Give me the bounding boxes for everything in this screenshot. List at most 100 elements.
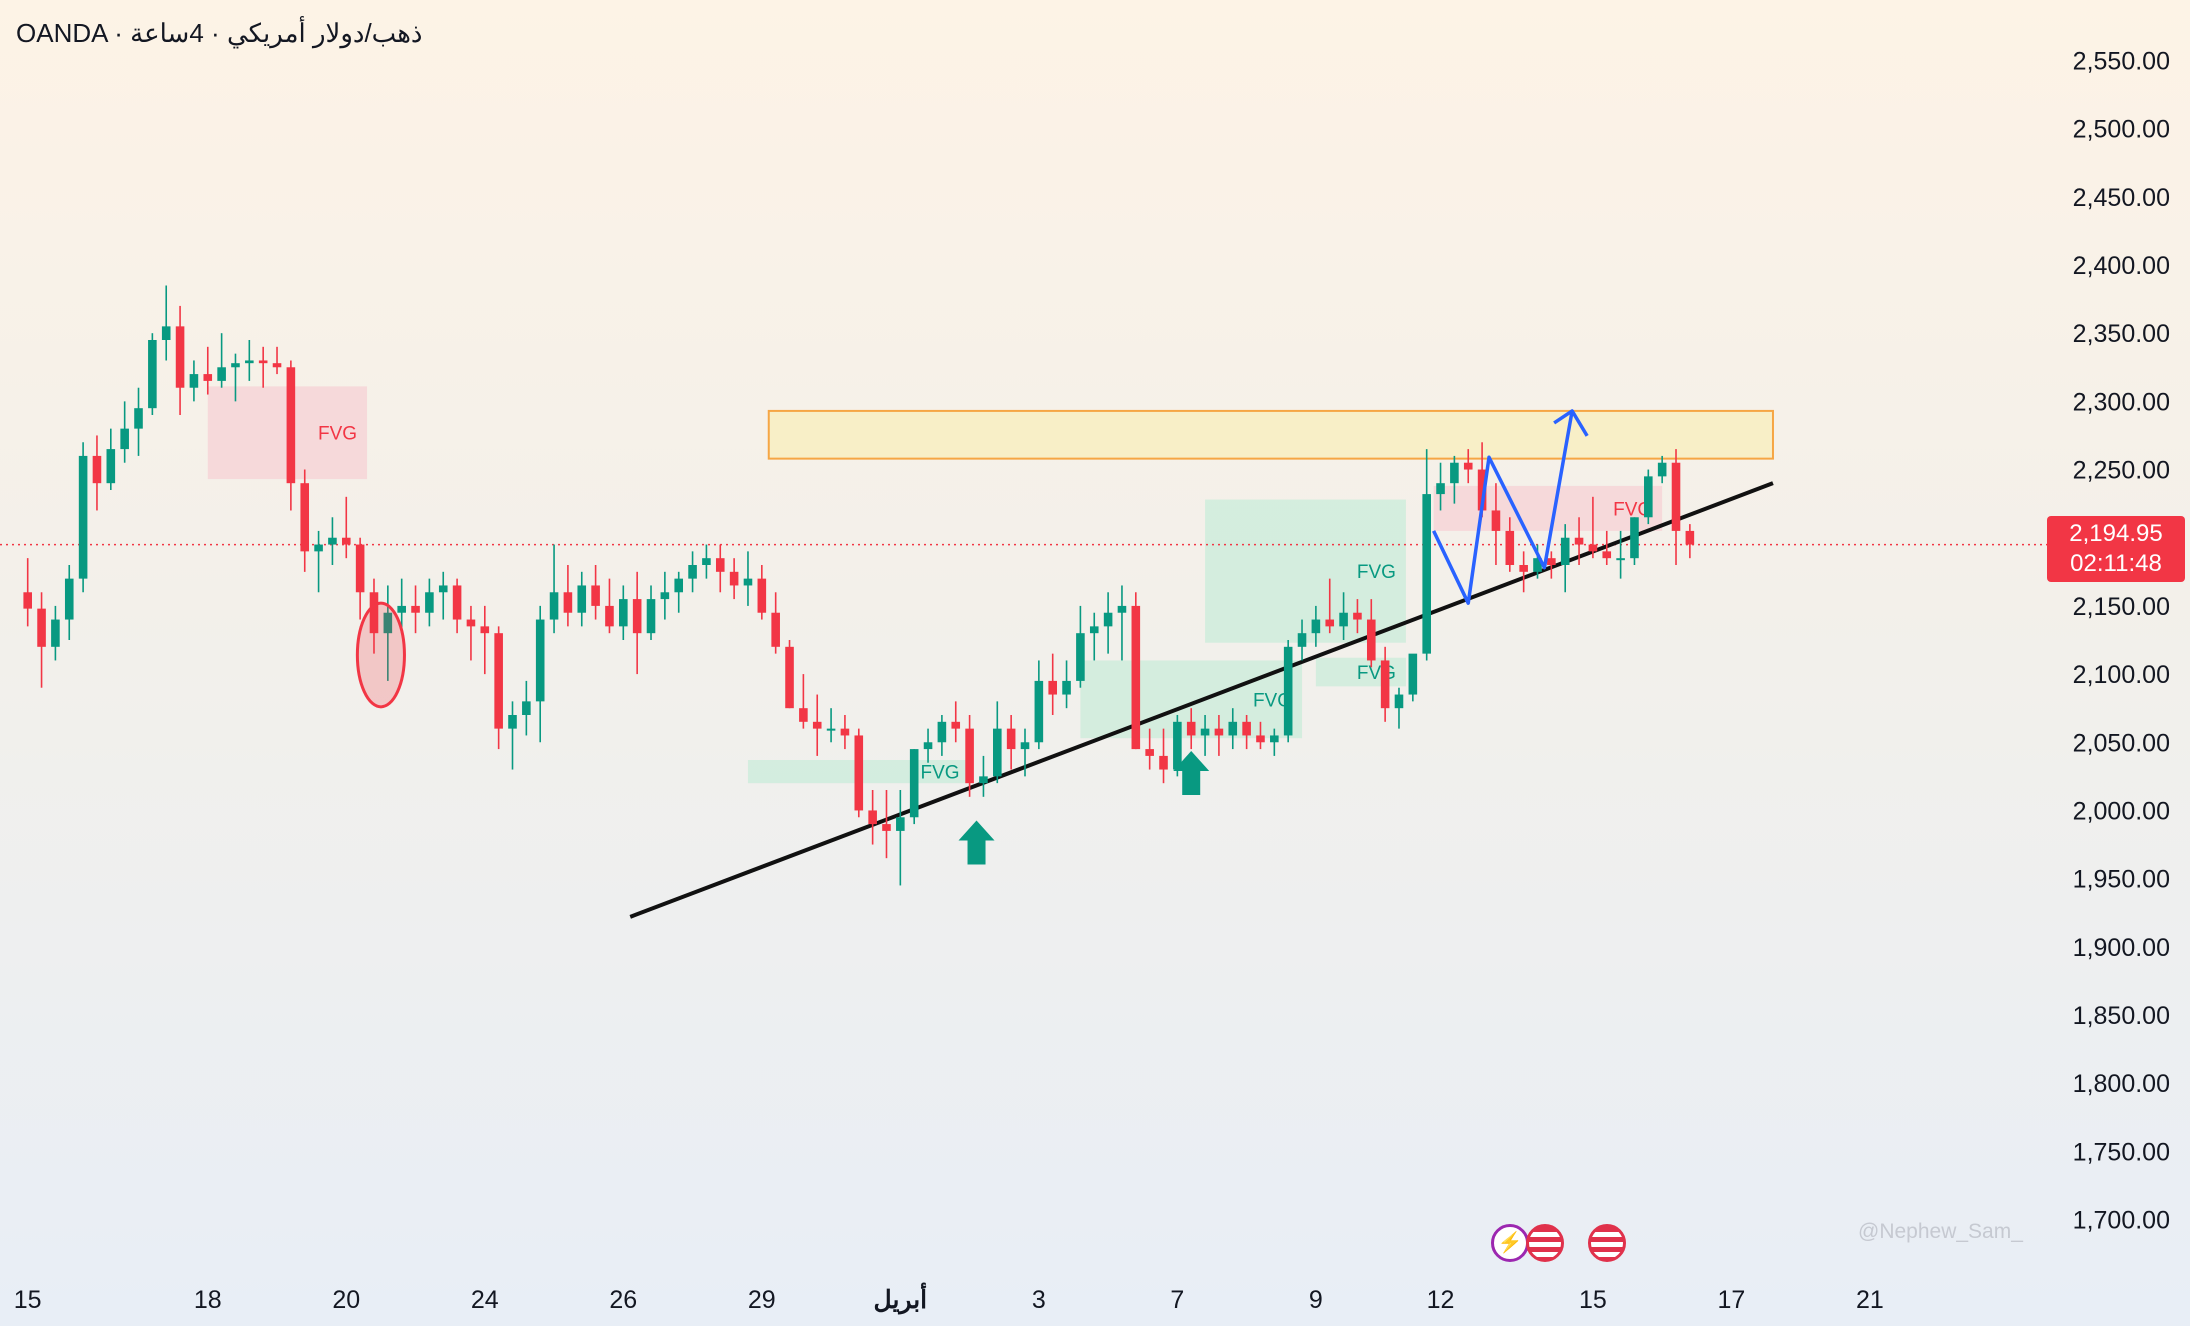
candle-body (812, 721, 822, 729)
candle (1145, 728, 1154, 770)
candle (993, 701, 1002, 784)
candle (245, 340, 254, 381)
candle-body (106, 449, 116, 484)
candle (231, 353, 240, 402)
candle-body (619, 599, 628, 627)
candle-body (1006, 728, 1016, 750)
current-price-value: 2,194.95 (2069, 520, 2163, 547)
y-tick-label: 2,350.00 (2073, 320, 2170, 348)
candle-body (1200, 728, 1210, 736)
candle-body (328, 537, 337, 545)
candle-body (1339, 612, 1348, 627)
candle (937, 715, 947, 756)
candle (1020, 728, 1030, 777)
candle (1089, 612, 1099, 661)
us-flag-icon[interactable] (1588, 1224, 1626, 1262)
candle-body (1159, 755, 1168, 770)
x-tick-label: 21 (1856, 1286, 1884, 1314)
candle (78, 442, 88, 593)
candle-body (355, 544, 365, 593)
candle-body (1685, 530, 1695, 545)
candle-body (1020, 742, 1030, 750)
candle (438, 571, 448, 620)
candle (1048, 653, 1057, 715)
candle-body (480, 626, 490, 634)
candle-body (1131, 605, 1141, 750)
candle (272, 346, 282, 375)
candle-body (1422, 494, 1431, 654)
candle (217, 333, 226, 388)
candle-body (341, 537, 351, 545)
x-tick-label: أبريل (874, 1281, 928, 1315)
candle (1560, 524, 1570, 593)
candle-body (1297, 633, 1307, 647)
candle-body (1657, 462, 1667, 477)
candle (466, 605, 476, 661)
header-separator-2: · (211, 18, 220, 48)
candle (1076, 605, 1085, 688)
candle (688, 551, 697, 593)
candle-body (591, 585, 600, 606)
x-tick-label: 17 (1718, 1286, 1746, 1314)
candle-body (1145, 749, 1154, 756)
candle-body (272, 363, 282, 368)
y-tick-label: 1,750.00 (2073, 1138, 2170, 1166)
candle-body (1089, 626, 1099, 634)
candle (951, 701, 961, 743)
lightning-icon[interactable]: ⚡ (1491, 1224, 1529, 1262)
candle (909, 749, 919, 825)
candle (1547, 551, 1556, 579)
candle (508, 701, 517, 770)
candle (757, 565, 767, 620)
candle-body (383, 612, 393, 634)
candle (1380, 646, 1390, 722)
candle (535, 605, 545, 743)
fvg-label: FVG (1613, 499, 1652, 520)
candle-body (369, 592, 379, 634)
fvg-label: FVG (921, 763, 960, 784)
candle-body (674, 578, 684, 593)
candle (646, 585, 656, 640)
candle-body (1076, 633, 1085, 681)
candle (480, 605, 490, 675)
candle (1408, 653, 1418, 702)
candle (1463, 449, 1473, 484)
candle (1519, 551, 1528, 593)
candle-body (1353, 612, 1362, 620)
candle-body (1048, 680, 1057, 695)
candle-body (425, 592, 434, 613)
candle (1214, 715, 1224, 756)
candle-body (1463, 462, 1473, 470)
chart-header: OANDA · ذهب/دولار أمريكي · 4ساعة (16, 18, 423, 49)
us-flag-icon[interactable] (1526, 1224, 1564, 1262)
candle-body (1283, 646, 1293, 736)
fvg-label: FVG (1253, 690, 1292, 711)
candle (23, 558, 32, 627)
candle (328, 517, 337, 565)
candle (1062, 660, 1071, 709)
candle-body (1436, 483, 1445, 495)
candle (411, 585, 420, 634)
candle (341, 496, 351, 559)
candle (1159, 728, 1168, 784)
candle-body (563, 592, 573, 613)
candle-body (1034, 680, 1044, 743)
candle-body (951, 721, 961, 729)
x-tick-label: 7 (1170, 1286, 1184, 1314)
candle-body (175, 326, 185, 388)
candle (743, 551, 753, 606)
candle (1311, 605, 1321, 647)
candle-body (1505, 530, 1515, 565)
candle (1256, 721, 1265, 750)
x-tick-label: 29 (748, 1286, 776, 1314)
candle-body (120, 428, 129, 450)
candle-body (231, 363, 240, 368)
candle (300, 469, 310, 572)
candle-body (494, 633, 503, 729)
bullish-arrow-icon (958, 820, 995, 865)
y-tick-label: 2,150.00 (2073, 593, 2170, 621)
candle (355, 537, 365, 620)
projection-arrowhead (1553, 409, 1589, 437)
y-tick-label: 1,950.00 (2073, 866, 2170, 894)
